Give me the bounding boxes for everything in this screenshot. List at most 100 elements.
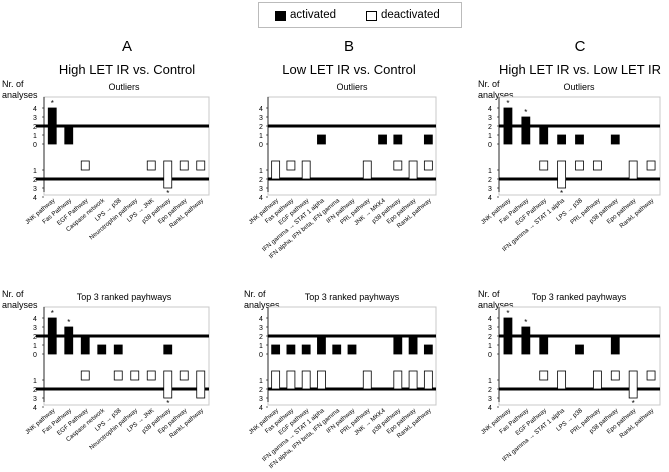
y-tick-label: 2 <box>33 177 37 184</box>
threshold-band <box>499 387 660 391</box>
y-tick-label: 3 <box>488 115 492 122</box>
bar-activated <box>557 134 567 145</box>
y-tick-label: 4 <box>488 195 492 202</box>
bar-deactivated <box>539 370 549 381</box>
y-tick-label: 2 <box>488 387 492 394</box>
bar-activated <box>64 125 74 145</box>
y-tick-label: 4 <box>33 106 37 113</box>
bar-deactivated <box>362 370 372 390</box>
bar-activated <box>610 134 620 145</box>
y-tick-label: 1 <box>33 168 37 175</box>
y-tick-label: 1 <box>33 343 37 350</box>
y-tick-label: 2 <box>259 177 263 184</box>
threshold-band <box>268 334 436 338</box>
y-tick-label: 2 <box>259 334 263 341</box>
y-tick-label: 1 <box>259 168 263 175</box>
bar-deactivated <box>80 370 90 381</box>
y-tick-label: 2 <box>33 387 37 394</box>
y-tick-label: 2 <box>259 387 263 394</box>
y-tick-label: 3 <box>259 325 263 332</box>
y-tick-label: 4 <box>488 106 492 113</box>
bar-deactivated <box>286 370 296 390</box>
bar-activated <box>408 335 418 355</box>
y-axis-label-line1: Nr. of <box>2 289 24 299</box>
column-c-title: High LET IR vs. Low LET IR <box>498 62 662 77</box>
bar-deactivated <box>610 370 620 381</box>
significance-star: * <box>166 189 169 198</box>
bar-activated <box>575 134 584 145</box>
bar-activated <box>80 335 90 355</box>
chart-title: Outliers <box>336 82 368 92</box>
significance-star: * <box>506 309 509 318</box>
significance-star: * <box>632 399 635 408</box>
column-a-title: High LET IR vs. Control <box>58 62 196 77</box>
bar-activated <box>317 134 326 145</box>
threshold-band <box>499 177 660 181</box>
y-axis-label-line2: analyses <box>478 90 514 100</box>
y-tick-label: 1 <box>488 133 492 140</box>
chart-title: Top 3 ranked payhways <box>305 292 400 302</box>
bar-deactivated <box>646 160 656 171</box>
bar-deactivated <box>646 370 656 381</box>
threshold-band <box>36 124 209 128</box>
bar-deactivated <box>286 160 296 171</box>
y-tick-label: 0 <box>33 352 37 359</box>
threshold-band <box>36 334 209 338</box>
bar-activated <box>521 116 531 145</box>
significance-star: * <box>524 318 527 327</box>
y-tick-label: 4 <box>488 405 492 412</box>
threshold-band <box>36 177 209 181</box>
y-tick-label: 1 <box>259 133 263 140</box>
y-tick-label: 1 <box>488 378 492 385</box>
bar-activated <box>378 134 387 145</box>
significance-star: * <box>67 318 70 327</box>
y-tick-label: 3 <box>33 115 37 122</box>
significance-star: * <box>51 99 54 108</box>
bar-deactivated <box>301 160 311 180</box>
threshold-band <box>268 387 436 391</box>
bar-deactivated <box>362 160 372 180</box>
y-axis-label-line1: Nr. of <box>478 289 500 299</box>
bar-activated <box>317 335 326 355</box>
bar-activated <box>539 335 549 355</box>
significance-star: * <box>506 99 509 108</box>
column-b-title: Low LET IR vs. Control <box>282 62 416 77</box>
bar-deactivated <box>179 160 189 171</box>
y-tick-label: 4 <box>488 316 492 323</box>
bar-activated <box>393 134 403 145</box>
legend: activated deactivated <box>258 2 462 28</box>
bar-deactivated <box>592 160 602 171</box>
bar-deactivated <box>196 160 206 171</box>
column-b-letter: B <box>343 38 354 55</box>
y-tick-label: 4 <box>259 195 263 202</box>
y-tick-label: 1 <box>33 133 37 140</box>
bar-deactivated <box>271 370 281 390</box>
bar-deactivated <box>557 370 567 390</box>
y-tick-label: 4 <box>259 405 263 412</box>
bar-activated <box>503 107 513 145</box>
y-axis-label-line1: Nr. of <box>244 289 266 299</box>
y-tick-label: 2 <box>259 124 263 131</box>
y-axis-label-line2: analyses <box>2 90 38 100</box>
y-tick-label: 4 <box>33 316 37 323</box>
bar-deactivated <box>539 160 549 171</box>
bar-activated <box>423 134 433 145</box>
y-tick-label: 4 <box>33 405 37 412</box>
legend-activated-swatch <box>275 11 286 21</box>
bar-activated <box>347 344 357 355</box>
y-tick-label: 0 <box>488 142 492 149</box>
bar-activated <box>610 335 620 355</box>
bar-deactivated <box>130 370 140 381</box>
bar-activated <box>521 326 531 355</box>
y-tick-label: 4 <box>259 106 263 113</box>
y-tick-label: 1 <box>259 378 263 385</box>
y-axis-label-line2: analyses <box>478 300 514 310</box>
bar-activated <box>503 317 513 355</box>
y-tick-label: 2 <box>33 124 37 131</box>
bar-deactivated <box>163 370 173 399</box>
y-tick-label: 3 <box>488 396 492 403</box>
